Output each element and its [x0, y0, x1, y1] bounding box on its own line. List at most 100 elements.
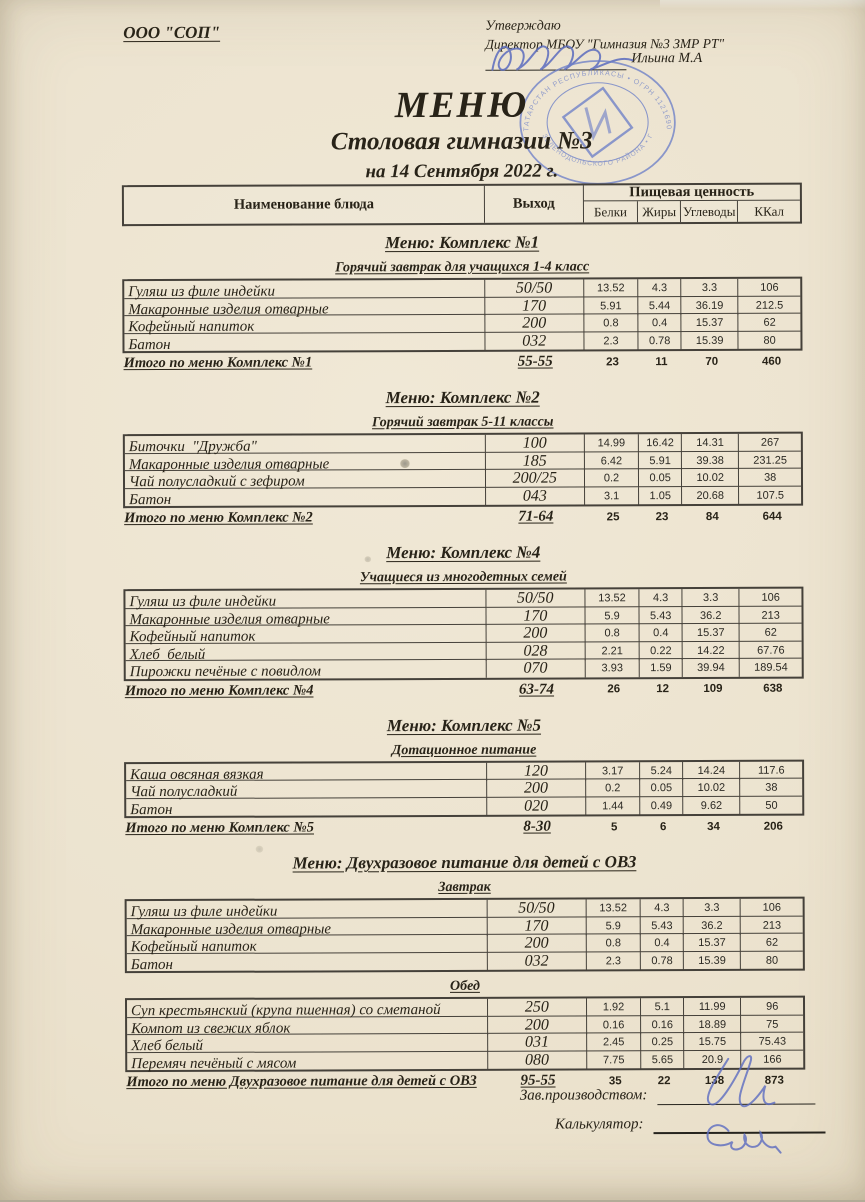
- dish-nutrition-cell: 0.05: [639, 469, 682, 487]
- dish-nutrition-cell: 1.59: [640, 659, 683, 677]
- dish-nutrition-cell: 0.8: [586, 934, 641, 952]
- dish-nutrition-cell: 14.31: [682, 434, 740, 452]
- dish-nutrition-cell: 18.89: [684, 1015, 742, 1033]
- dish-name-cell: Пирожки печёные с повидлом: [126, 660, 487, 679]
- dish-nutrition-cell: 10.02: [683, 779, 741, 797]
- dish-nutrition-cell: 3.3: [681, 279, 739, 297]
- dish-output-cell: 043: [486, 487, 585, 505]
- dish-nutrition-cell: 1.92: [587, 998, 642, 1016]
- dish-output-cell: 028: [487, 642, 586, 660]
- dish-nutrition-cell: 1.05: [639, 487, 682, 505]
- footer-signatures-scribble: [632, 1050, 852, 1166]
- dish-nutrition-cell: 13.52: [585, 589, 640, 607]
- dish-name-cell: Макаронные изделия отварные: [125, 452, 486, 471]
- total-label: Итого по меню Комплекс №2: [123, 509, 486, 527]
- dish-nutrition-cell: 2.21: [585, 642, 640, 660]
- dish-nutrition-cell: 67.76: [740, 641, 802, 659]
- dish-nutrition-cell: 3.1: [585, 487, 640, 505]
- section-subtitle: Дотационное питание: [124, 741, 804, 760]
- dish-output-cell: 200: [485, 314, 584, 332]
- page-date: на 14 Сентября 2022 г.: [92, 159, 832, 184]
- dish-name-cell: Кофейный напиток: [124, 315, 485, 334]
- dish-nutrition-cell: 0.4: [640, 624, 683, 642]
- dish-name-cell: Кофейный напиток: [127, 935, 488, 954]
- dish-nutrition-cell: 16.42: [639, 434, 682, 452]
- total-nutrition: 34: [685, 820, 743, 832]
- dish-name-cell: Чай полусладкий: [126, 780, 487, 799]
- section-title: Меню: Двухразовое питание для детей с ОВ…: [124, 852, 804, 875]
- dish-output-cell: 170: [488, 917, 587, 935]
- total-output: 8-30: [487, 818, 586, 835]
- dish-nutrition-cell: 5.24: [640, 762, 683, 780]
- section-title: Меню: Комплекс №5: [124, 714, 804, 737]
- dish-nutrition-cell: 0.16: [587, 1016, 642, 1034]
- dish-nutrition-cell: 6.42: [585, 452, 640, 470]
- column-carbs: Углеводы: [681, 201, 739, 222]
- dish-nutrition-cell: 15.37: [681, 314, 739, 332]
- total-nutrition: 644: [741, 510, 803, 522]
- dish-nutrition-cell: 0.49: [641, 797, 684, 815]
- dish-nutrition-cell: 62: [739, 314, 801, 332]
- dish-nutrition-cell: 0.4: [641, 934, 684, 952]
- dish-nutrition-cell: 231.25: [739, 451, 801, 469]
- dish-nutrition-cell: 4.3: [640, 589, 683, 607]
- dish-nutrition-cell: 0.05: [641, 779, 684, 797]
- dish-output-cell: 031: [488, 1033, 587, 1051]
- scan-speck: [400, 459, 410, 468]
- dish-nutrition-cell: 212.5: [739, 296, 801, 314]
- dish-nutrition-cell: 106: [739, 279, 801, 297]
- section-subtitle: Обед: [125, 978, 805, 997]
- dish-nutrition-cell: 0.2: [585, 469, 640, 487]
- column-dish-name: Наименование блюда: [124, 186, 485, 224]
- dish-nutrition-cell: 3.17: [586, 762, 641, 780]
- total-nutrition: 23: [585, 356, 640, 368]
- dish-output-cell: 50/50: [485, 279, 584, 297]
- dish-output-cell: 100: [486, 434, 585, 452]
- dish-nutrition-cell: 0.8: [584, 314, 639, 332]
- total-nutrition: 26: [586, 683, 641, 695]
- dish-nutrition-cell: 36.19: [681, 296, 739, 314]
- column-protein: Белки: [584, 201, 639, 222]
- dish-name-cell: Кофейный напиток: [126, 625, 487, 644]
- dish-nutrition-cell: 213: [741, 916, 803, 934]
- dish-nutrition-cell: 0.78: [639, 332, 682, 350]
- dish-nutrition-cell: 39.38: [682, 451, 740, 469]
- dish-nutrition-cell: 50: [741, 796, 803, 814]
- dish-output-cell: 020: [487, 797, 586, 815]
- dish-nutrition-cell: 10.02: [682, 469, 740, 487]
- total-nutrition: 70: [683, 355, 741, 367]
- dish-nutrition-cell: 3.3: [682, 589, 740, 607]
- dish-nutrition-cell: 14.24: [683, 761, 741, 779]
- dish-name-cell: Хлеб белый: [126, 642, 487, 661]
- dish-nutrition-cell: 75.43: [742, 1033, 804, 1051]
- dish-nutrition-cell: 117.6: [741, 761, 803, 779]
- dish-name-cell: Чай полусладкий с зефиром: [125, 470, 486, 489]
- total-nutrition: 206: [742, 820, 804, 832]
- total-nutrition: 12: [641, 683, 684, 695]
- column-kcal: ККал: [738, 201, 800, 222]
- menu-content: Наименование блюда Выход Пищевая ценност…: [122, 183, 805, 1094]
- dish-name-cell: Макаронные изделия отварные: [124, 297, 485, 316]
- dish-nutrition-cell: 5.43: [640, 607, 683, 625]
- dish-nutrition-cell: 11.99: [684, 998, 742, 1016]
- dish-nutrition-cell: 0.22: [640, 642, 683, 660]
- dish-nutrition-cell: 1.44: [586, 797, 641, 815]
- menu-columns-header: Наименование блюда Выход Пищевая ценност…: [122, 183, 802, 227]
- dish-output-cell: 032: [488, 952, 587, 970]
- dish-output-cell: 200: [487, 779, 586, 797]
- dish-nutrition-cell: 213: [740, 606, 802, 624]
- document-title-block: МЕНЮ Столовая гимназии №3 на 14 Сентября…: [91, 82, 831, 184]
- dish-nutrition-cell: 36.2: [684, 916, 742, 934]
- dish-nutrition-cell: 9.62: [683, 796, 741, 814]
- dish-nutrition-cell: 5.43: [641, 917, 684, 935]
- dish-nutrition-cell: 189.54: [740, 659, 802, 677]
